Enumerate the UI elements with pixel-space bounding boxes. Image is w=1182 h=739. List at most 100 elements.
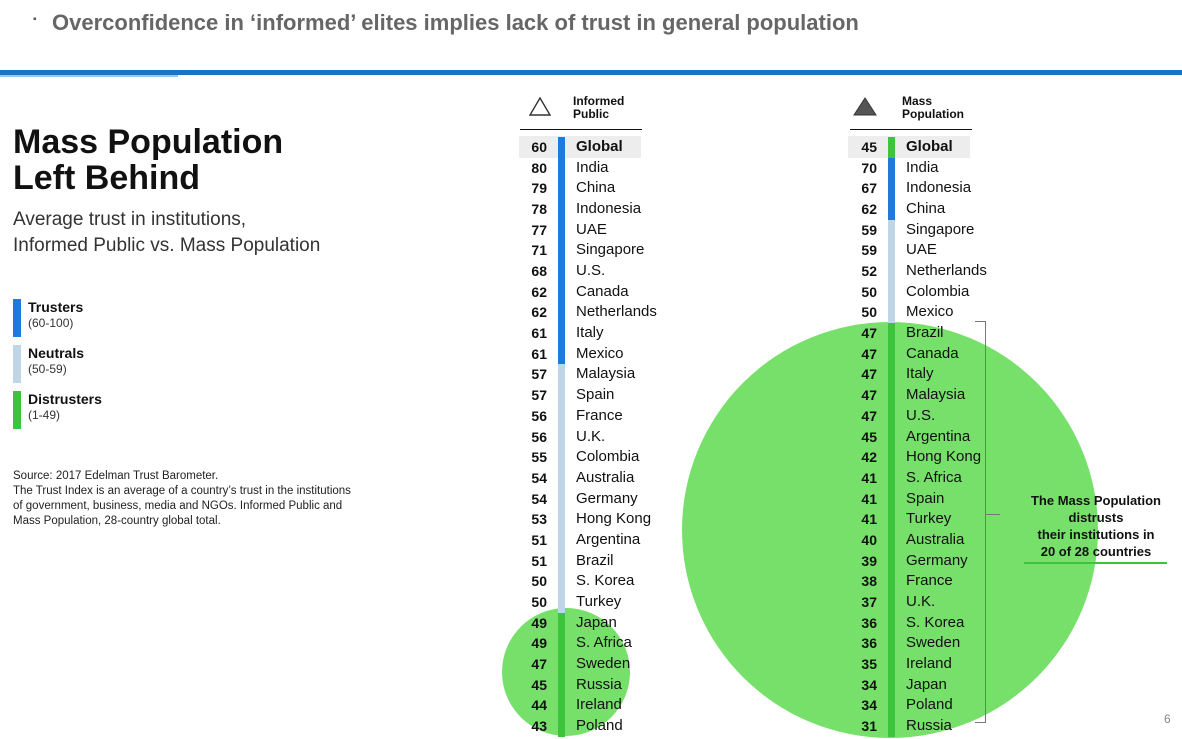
trust-score: 51 (531, 553, 547, 569)
country-name: China (906, 200, 946, 217)
country-name: India (576, 159, 609, 176)
source-line-2: The Trust Index is an average of a count… (13, 485, 351, 527)
trust-category-swatch (558, 695, 565, 716)
legend-range: (1-49) (28, 408, 61, 422)
trust-score: 47 (861, 408, 877, 424)
trust-category-swatch (558, 716, 565, 737)
legend-label: Neutrals (28, 345, 85, 361)
country-name: France (906, 572, 953, 589)
trust-category-swatch (888, 551, 895, 572)
trust-score: 42 (861, 449, 877, 465)
country-name: Netherlands (576, 303, 657, 320)
trust-score: 47 (861, 346, 877, 362)
trust-score: 36 (861, 635, 877, 651)
trust-category-swatch (888, 695, 895, 716)
trust-score: 47 (861, 366, 877, 382)
trust-score: 56 (531, 429, 547, 445)
trust-score: 57 (531, 387, 547, 403)
callout-underline (1024, 562, 1167, 564)
trust-score: 31 (861, 718, 877, 734)
mass-population-header: Mass Population (902, 95, 964, 121)
trust-category-swatch (558, 571, 565, 592)
trust-score: 50 (861, 304, 877, 320)
country-name: Sweden (576, 655, 631, 672)
trust-category-swatch (888, 406, 895, 427)
callout-line-4: 20 of 28 countries (1040, 544, 1152, 559)
country-name: Hong Kong (576, 510, 652, 527)
country-name: U.K. (576, 428, 606, 445)
country-name: Global (576, 138, 623, 155)
trust-score: 54 (531, 491, 547, 507)
country-name: Russia (906, 717, 952, 734)
trust-category-swatch (888, 675, 895, 696)
mass-global-highlight (848, 136, 970, 158)
country-name: Germany (576, 490, 638, 507)
country-name: Japan (906, 676, 947, 693)
trust-score: 55 (531, 449, 547, 465)
country-name: India (906, 159, 939, 176)
outline-triangle-icon (528, 96, 552, 116)
trust-category-swatch (558, 530, 565, 551)
trust-category-swatch (888, 654, 895, 675)
country-name: Global (906, 138, 953, 155)
source-note: Source: 2017 Edelman Trust Barometer. Th… (13, 469, 363, 529)
informed-header-line-1: Informed (573, 94, 625, 108)
trust-category-swatch (558, 261, 565, 282)
trust-category-swatch (558, 240, 565, 261)
trust-score: 61 (531, 346, 547, 362)
country-name: Singapore (576, 241, 645, 258)
trust-category-swatch (558, 385, 565, 406)
country-name: S. Africa (906, 469, 962, 486)
country-name: Brazil (576, 552, 614, 569)
trust-category-swatch (558, 489, 565, 510)
trust-category-swatch (888, 716, 895, 737)
country-name: Indonesia (576, 200, 642, 217)
trust-category-swatch (888, 364, 895, 385)
trust-score: 50 (531, 594, 547, 610)
country-name: Australia (906, 531, 965, 548)
country-name: Sweden (906, 634, 961, 651)
trust-category-swatch (888, 344, 895, 365)
trust-score: 68 (531, 263, 547, 279)
trust-score: 62 (531, 304, 547, 320)
trust-score: 45 (861, 429, 877, 445)
trust-category-swatch (558, 282, 565, 303)
trust-category-swatch (558, 199, 565, 220)
callout-text: The Mass Population distrusts their inst… (1022, 492, 1170, 560)
trust-category-swatch (888, 447, 895, 468)
country-name: UAE (576, 221, 607, 238)
trust-category-swatch (558, 675, 565, 696)
trust-category-swatch (888, 282, 895, 303)
country-name: Ireland (576, 696, 622, 713)
trust-score: 40 (861, 532, 877, 548)
trust-score: 45 (531, 677, 547, 693)
trust-category-swatch (888, 530, 895, 551)
page-title: Mass Population Left Behind (13, 124, 283, 196)
trust-score: 43 (531, 718, 547, 734)
trust-category-swatch (888, 613, 895, 634)
mass-header-rule (850, 129, 972, 130)
bracket-pointer (986, 514, 1000, 515)
trust-category-swatch (888, 468, 895, 489)
country-name: Poland (576, 717, 623, 734)
country-name: Canada (906, 345, 959, 362)
trust-score: 38 (861, 573, 877, 589)
legend-swatch-distrusters (13, 391, 21, 429)
trust-score: 34 (861, 697, 877, 713)
trust-category-swatch (558, 302, 565, 323)
trust-score: 41 (861, 511, 877, 527)
callout-line-2: distrusts (1068, 510, 1124, 525)
trust-category-swatch (558, 178, 565, 199)
trust-score: 49 (531, 615, 547, 631)
trust-category-swatch (558, 406, 565, 427)
header-rule-accent (0, 75, 178, 77)
trust-category-swatch (888, 571, 895, 592)
informed-public-header: Informed Public (573, 95, 624, 121)
trust-score: 59 (861, 242, 877, 258)
country-name: Ireland (906, 655, 952, 672)
source-line-1: Source: 2017 Edelman Trust Barometer. (13, 470, 219, 482)
country-name: Spain (906, 490, 945, 507)
country-name: U.S. (906, 407, 936, 424)
country-name: Singapore (906, 221, 975, 238)
trust-score: 41 (861, 470, 877, 486)
